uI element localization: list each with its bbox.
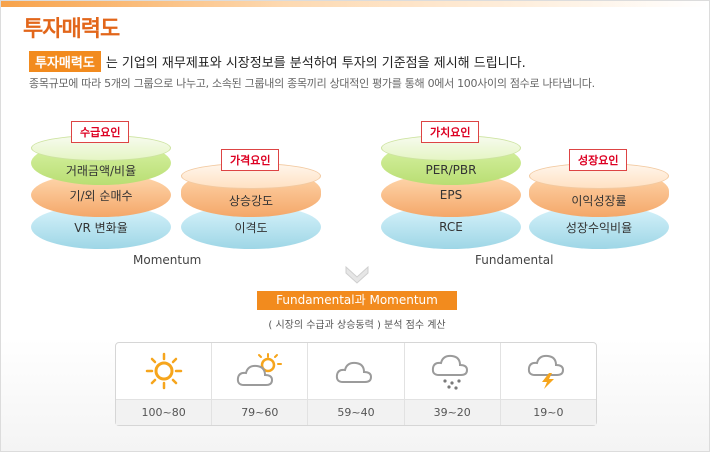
weather-score-strip: 100~80 79~60 59~40 [115,342,597,426]
lead-text: 는 기업의 재무제표와 시장정보를 분석하여 투자의 기준점을 제시해 드립니다… [105,56,526,71]
storm-cloud-icon [528,354,565,389]
title-accent-bar [1,1,709,7]
fundamental-label: Fundamental [475,253,554,267]
lead-line: 투자매력도 는 기업의 재무제표와 시장정보를 분석하여 투자의 기준점을 제시해… [29,51,526,72]
weather-cell: 59~40 [308,343,405,425]
score-range: 79~60 [212,399,308,425]
chevron-down-icon [345,265,369,284]
cloud-icon [335,361,373,383]
price-factor-cylinder: 가격요인 이격도 상승강도 [181,149,321,251]
lead-tag: 투자매력도 [29,51,101,72]
growth-factor-badge: 성장요인 [569,149,628,171]
supply-factor-cylinder: 수급요인 VR 변화율 기/외 순매수 거래금액/비율 [31,121,171,251]
sun-icon [145,352,182,390]
weather-cell: 39~20 [404,343,501,425]
supply-factor-badge: 수급요인 [71,121,130,143]
sun-cloud-icon [236,353,282,386]
weather-cell: 100~80 [116,343,213,425]
price-factor-badge: 가격요인 [221,149,280,171]
summary-sub: ( 시장의 수급과 상승동력 ) 분석 점수 계산 [268,320,446,331]
weather-cell: 19~0 [500,343,597,425]
value-factor-badge: 가치요인 [421,121,480,143]
growth-factor-cylinder: 성장요인 성장수익비율 이익성장률 [529,149,669,251]
value-factor-cylinder: 가치요인 RCE EPS PER/PBR [381,121,521,251]
sub-description: 종목규모에 따라 5개의 그룹으로 나누고, 소속된 그룹내의 종목끼리 상대적… [29,77,595,90]
weather-cell: 79~60 [212,343,309,425]
page-title: 투자매력도 [23,17,120,42]
cylinder-layer: 거래금액/비율 [31,141,171,185]
momentum-label: Momentum [133,253,202,267]
score-range: 19~0 [500,399,597,425]
score-range: 59~40 [308,399,404,425]
score-range: 100~80 [116,399,212,425]
score-range: 39~20 [404,399,500,425]
rain-cloud-icon [432,354,469,390]
summary-tag: Fundamental과 Momentum [257,291,457,310]
